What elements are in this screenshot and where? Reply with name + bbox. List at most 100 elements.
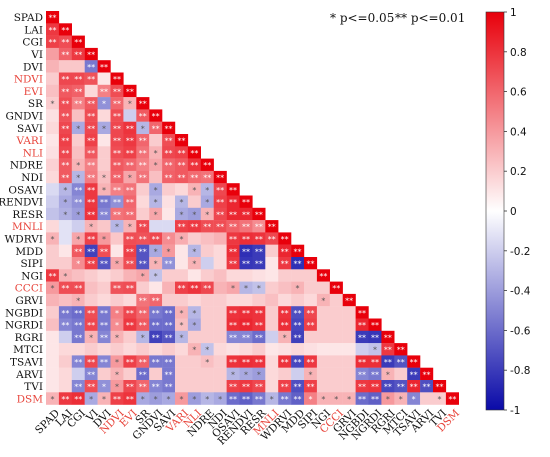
heatmap-cell <box>162 355 176 368</box>
heatmap-cell <box>265 355 279 368</box>
significance-mark: * <box>167 247 171 256</box>
heatmap-cell <box>136 109 150 122</box>
significance-mark: ** <box>165 137 173 146</box>
heatmap-cell <box>265 269 279 282</box>
heatmap-cell <box>71 281 85 295</box>
significance-mark: ** <box>358 395 366 404</box>
significance-mark: ** <box>74 247 82 256</box>
heatmap-cell <box>200 244 214 258</box>
significance-mark: ** <box>152 358 160 367</box>
significance-mark: ** <box>74 383 82 392</box>
heatmap-cell <box>226 330 240 344</box>
significance-mark: * <box>283 333 287 342</box>
heatmap-cell <box>110 343 124 356</box>
significance-mark: ** <box>87 173 95 182</box>
significance-mark: ** <box>126 161 134 170</box>
heatmap-cell <box>355 330 369 344</box>
significance-mark: ** <box>216 210 224 219</box>
heatmap-cell <box>200 343 214 356</box>
significance-mark: ** <box>74 198 82 207</box>
significance-mark: ** <box>410 370 418 379</box>
heatmap-cell <box>71 72 85 85</box>
heatmap-cell <box>46 367 60 381</box>
heatmap-cell <box>162 380 176 393</box>
significance-mark: * <box>167 235 171 244</box>
heatmap-cell <box>226 207 240 221</box>
heatmap-cell <box>316 355 330 368</box>
significance-mark: ** <box>87 124 95 133</box>
heatmap-cell <box>136 183 150 196</box>
significance-mark: ** <box>242 309 250 318</box>
significance-mark: * <box>154 186 158 195</box>
heatmap-cell <box>149 109 163 122</box>
heatmap-cell <box>368 343 382 356</box>
heatmap-cell <box>123 121 137 135</box>
heatmap-cell <box>420 392 434 405</box>
row-label: NLI <box>23 147 43 159</box>
heatmap-cell <box>71 306 85 319</box>
heatmap-cell <box>200 183 214 196</box>
significance-mark: ** <box>113 112 121 121</box>
significance-mark: ** <box>87 235 95 244</box>
heatmap-cell <box>136 343 150 356</box>
heatmap-cell <box>110 183 124 196</box>
significance-mark: * <box>63 186 67 195</box>
significance-mark: ** <box>306 309 314 318</box>
heatmap-cell <box>162 158 176 172</box>
heatmap-cell <box>187 183 201 196</box>
heatmap-cell <box>110 134 124 147</box>
colorbar-tick-label: -0.2 <box>510 246 531 258</box>
significance-mark: ** <box>152 124 160 133</box>
significance-mark: ** <box>255 358 263 367</box>
heatmap-cell <box>149 170 163 184</box>
significance-mark: ** <box>139 309 147 318</box>
significance-mark: * <box>50 395 54 404</box>
heatmap-cell <box>71 109 85 122</box>
significance-mark: ** <box>113 395 121 404</box>
heatmap-cell <box>84 72 98 85</box>
heatmap-cell <box>84 293 98 307</box>
significance-mark: * <box>321 395 325 404</box>
heatmap-cell <box>252 220 266 233</box>
significance-mark: * <box>205 395 209 404</box>
heatmap-cell <box>445 392 459 405</box>
heatmap-cell <box>342 355 356 368</box>
significance-mark: * <box>102 124 106 133</box>
heatmap-cell <box>84 47 98 61</box>
significance-mark: ** <box>61 124 69 133</box>
heatmap-cell <box>175 269 189 282</box>
heatmap-cell <box>329 306 343 319</box>
heatmap-cell <box>110 97 124 110</box>
heatmap-cell <box>187 367 201 381</box>
significance-mark: ** <box>216 223 224 232</box>
heatmap-cell <box>84 121 98 135</box>
heatmap-cell <box>84 158 98 172</box>
significance-mark: ** <box>397 383 405 392</box>
significance-mark: ** <box>100 63 108 72</box>
heatmap-cell <box>84 220 98 233</box>
heatmap-cell <box>84 367 98 381</box>
colorbar-tick-label: 0.8 <box>510 47 527 59</box>
significance-mark: ** <box>165 173 173 182</box>
heatmap-cell <box>291 269 305 282</box>
heatmap-cell <box>291 281 305 295</box>
heatmap-cell <box>110 281 124 295</box>
heatmap-cell <box>252 232 266 245</box>
significance-mark: ** <box>87 358 95 367</box>
heatmap-cell <box>368 367 382 381</box>
significance-mark: * <box>179 395 183 404</box>
significance-mark: * <box>386 370 390 379</box>
heatmap-cell <box>187 195 201 208</box>
heatmap-cell <box>226 232 240 245</box>
significance-mark: ** <box>48 272 56 281</box>
heatmap-cell <box>123 269 137 282</box>
significance-mark: ** <box>242 321 250 330</box>
heatmap-cell <box>316 293 330 307</box>
heatmap-cell <box>239 306 253 319</box>
significance-mark: ** <box>306 260 314 269</box>
significance-mark: ** <box>113 75 121 84</box>
heatmap-cell <box>265 293 279 307</box>
row-label: GNDVI <box>5 110 43 122</box>
significance-mark: ** <box>242 260 250 269</box>
heatmap-cell <box>46 134 60 147</box>
